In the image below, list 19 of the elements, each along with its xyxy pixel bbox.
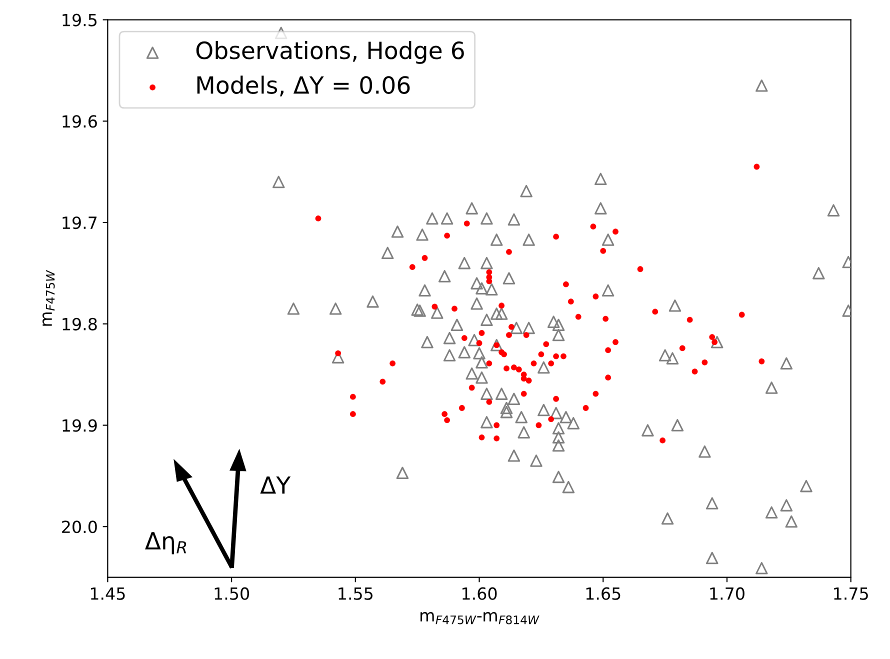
x-tick-label: 1.50 — [214, 587, 249, 600]
y-axis-title: m$_{F475W}$ — [42, 270, 55, 326]
y-tick-label: 19.9 — [62, 419, 97, 432]
y-tick-label: 19.5 — [62, 14, 97, 26]
x-tick-label: 1.70 — [710, 587, 744, 600]
x-tick-label: 1.60 — [462, 587, 497, 600]
annotation: Δη$_{R}$ — [145, 532, 186, 554]
annotation: ΔY — [260, 476, 291, 494]
x-tick-label: 1.65 — [586, 587, 620, 600]
y-tick-label: 19.8 — [62, 318, 97, 330]
y-tick-label: 19.6 — [62, 115, 97, 128]
x-tick-label: 1.75 — [834, 588, 868, 600]
y-tick-label: 20.0 — [62, 520, 97, 534]
x-tick-label: 1.45 — [90, 588, 125, 600]
y-tick-label: 19.7 — [62, 216, 97, 230]
legend-label: Observations, Hodge 6 — [196, 41, 464, 64]
x-axis-title: m$_{F475W}$-m$_{F814W}$ — [420, 612, 540, 624]
x-tick-label: 1.55 — [338, 588, 373, 600]
legend-label: Models, ΔY = 0.06 — [197, 76, 410, 96]
